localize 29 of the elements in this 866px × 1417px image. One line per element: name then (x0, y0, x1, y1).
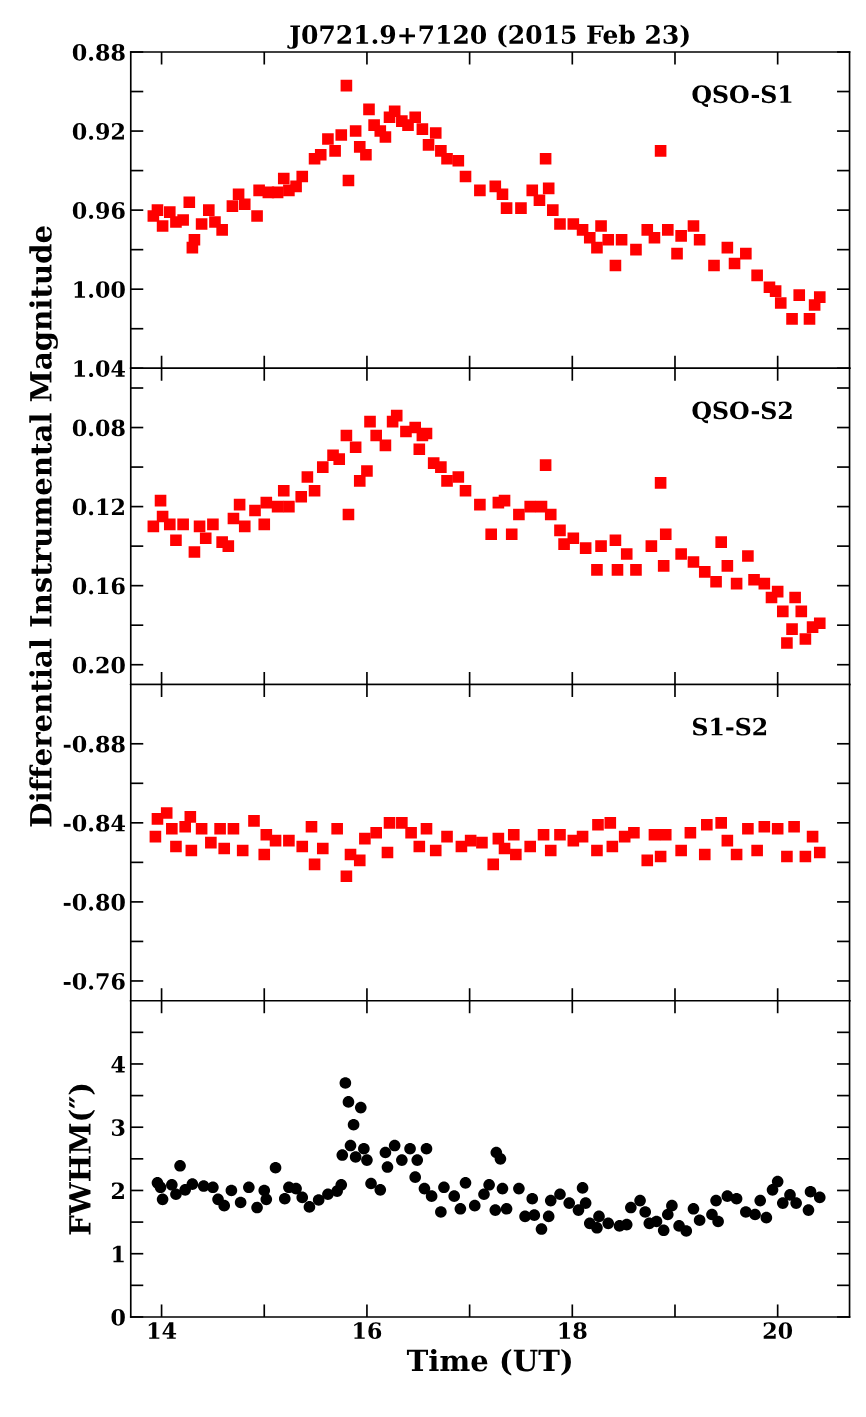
y-axis-title: FWHM(″) (68, 1084, 96, 1235)
annotation: QSO-S1 (692, 85, 792, 108)
y-tick-label: 0.92 (72, 123, 124, 140)
annotation: QSO-S2 (692, 401, 792, 424)
y-tick-label: 0 (111, 1308, 125, 1326)
y-tick-label: -0.88 (63, 735, 125, 753)
y-tick-label: -0.84 (63, 814, 125, 832)
y-tick-label: 0.88 (72, 43, 125, 61)
y-tick-label: 1 (113, 1245, 124, 1263)
y-axis-title: Differential Instrumental Magnitude (29, 226, 58, 827)
x-tick-label: 14 (148, 1322, 177, 1339)
x-tick-label: 16 (354, 1322, 382, 1340)
y-tick-label: 4 (111, 1055, 125, 1073)
y-tick-label: 1.00 (74, 281, 125, 298)
annotation: S1-S2 (692, 717, 767, 736)
y-tick-label: 1.04 (74, 360, 125, 377)
y-tick-label: 0.12 (72, 498, 124, 516)
y-tick-label: 0.96 (72, 202, 125, 219)
y-tick-label: 3 (112, 1119, 125, 1136)
x-tick-label: 18 (559, 1322, 587, 1340)
x-tick-label: 20 (763, 1322, 793, 1340)
chart-title: J0721.9+7120 (2015 Feb 23) (287, 24, 689, 49)
x-axis-title: Time (UT) (406, 1348, 571, 1376)
y-tick-label: 2 (111, 1182, 124, 1199)
y-tick-label: 0.20 (72, 656, 125, 674)
y-tick-label: -0.76 (63, 972, 125, 990)
y-tick-label: 0.16 (72, 577, 125, 595)
y-tick-label: -0.80 (63, 893, 125, 911)
y-tick-label: 0.08 (72, 419, 125, 437)
